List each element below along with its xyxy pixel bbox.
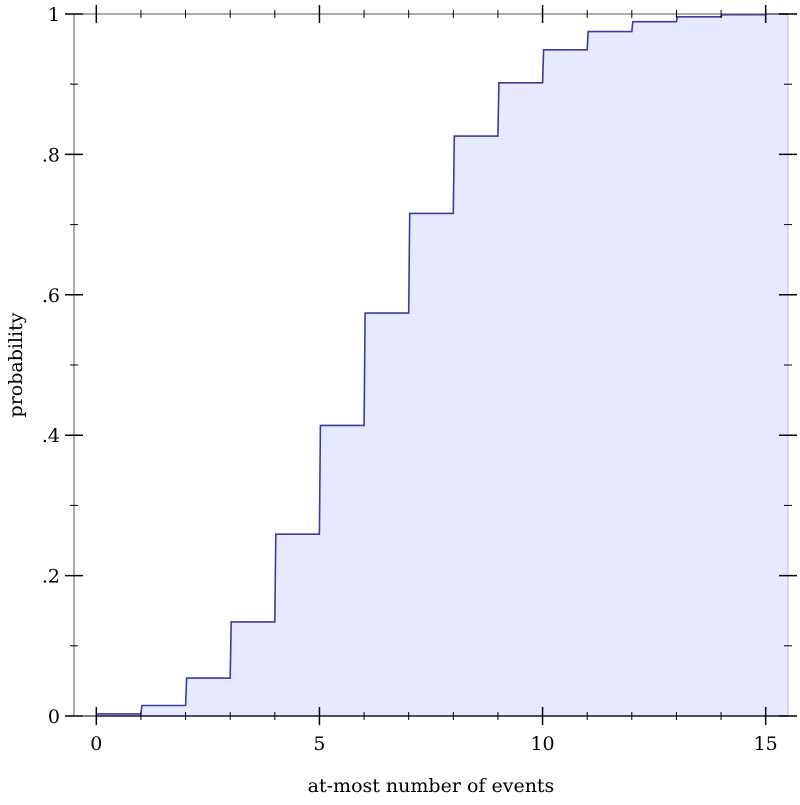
x-tick-label: 0	[90, 733, 102, 755]
cdf-area-fill	[96, 14, 789, 716]
y-tick-label: .8	[42, 144, 60, 166]
y-tick-label: .6	[42, 285, 60, 307]
cdf-step-line	[96, 13, 788, 715]
y-tick-label: 0	[48, 706, 60, 728]
y-tick-label: .2	[42, 566, 60, 588]
y-tick-label: .4	[42, 425, 60, 447]
x-tick-label: 5	[313, 733, 325, 755]
y-axis-label: probability	[5, 312, 27, 417]
x-tick-label: 15	[754, 733, 778, 755]
x-axis-label: at-most number of events	[308, 775, 555, 797]
x-tick-label: 10	[530, 733, 554, 755]
y-tick-label: 1	[48, 4, 60, 26]
